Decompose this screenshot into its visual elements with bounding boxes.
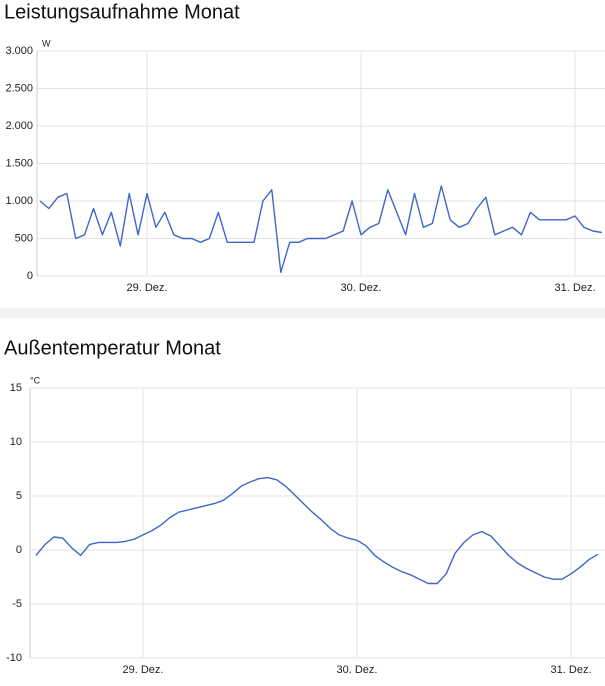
x-tick-label: 29. Dez. [123, 664, 164, 676]
y-tick-label: 10 [10, 436, 22, 448]
data-line [39, 185, 602, 273]
data-line [35, 476, 599, 585]
y-tick-label: 1.500 [5, 157, 33, 169]
x-tick-label: 29. Dez. [127, 282, 168, 294]
y-tick-label: 0 [27, 270, 33, 282]
x-tick-label: 30. Dez. [341, 282, 382, 294]
y-tick-label: 2.500 [5, 82, 33, 94]
y-tick-label: -5 [12, 598, 22, 610]
y-tick-label: 5 [16, 490, 22, 502]
y-tick-label: 2.000 [5, 120, 33, 132]
y-tick-label: 15 [10, 382, 22, 394]
y-unit: °C [30, 375, 41, 385]
y-tick-label: 3.000 [5, 45, 33, 57]
y-tick-label: -10 [6, 652, 22, 664]
y-unit: W [42, 38, 51, 48]
chart-title: Außentemperatur Monat [4, 337, 221, 359]
card-separator [0, 308, 605, 318]
x-tick-label: 30. Dez. [337, 664, 378, 676]
y-tick-label: 500 [15, 232, 33, 244]
y-tick-label: 1.000 [5, 195, 33, 207]
chart-title: Leistungsaufnahme Monat [4, 1, 240, 23]
x-tick-label: 31. Dez. [555, 282, 596, 294]
y-tick-label: 0 [16, 544, 22, 556]
x-tick-label: 31. Dez. [551, 664, 592, 676]
